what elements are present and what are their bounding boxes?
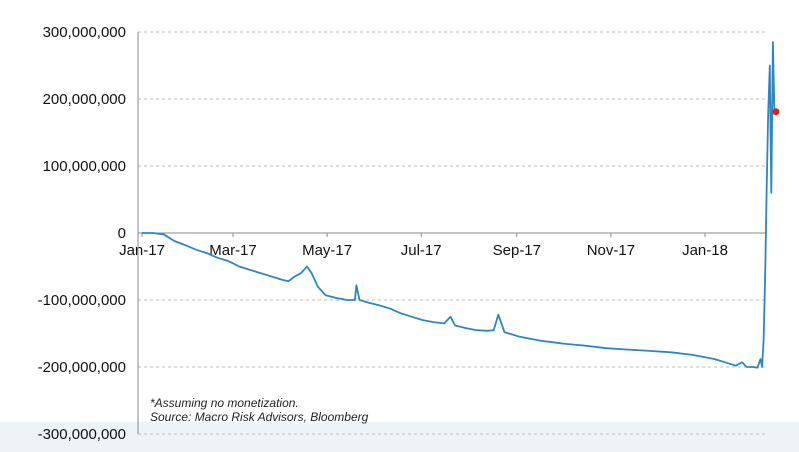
x-tick-label: Sep-17 — [493, 242, 541, 259]
x-tick-label: Nov-17 — [587, 242, 635, 259]
x-tick-label: Jan-18 — [682, 242, 728, 259]
series-line — [142, 41, 777, 369]
y-tick-label: 0 — [118, 225, 126, 242]
y-axis-tick-labels: 300,000,000 200,000,000 100,000,000 0 -100,0… — [38, 24, 126, 443]
y-tick-label: -200,000,000 — [38, 359, 126, 376]
gridlines — [138, 31, 767, 435]
y-tick-label: 200,000,000 — [43, 91, 126, 108]
y-tick-label: -300,000,000 — [38, 426, 126, 443]
note-assumption: *Assuming no monetization. — [150, 396, 299, 410]
x-tick-label: Mar-17 — [209, 242, 257, 259]
axes — [137, 32, 767, 434]
x-tick-label: Jul-17 — [401, 242, 442, 259]
x-axis-tick-labels: Jan-17 Mar-17 May-17 Jul-17 Sep-17 Nov-17 Jan-… — [119, 242, 728, 259]
x-tick-label: Jan-17 — [119, 242, 165, 259]
chart-notes: *Assuming no monetization. Source: Macro… — [150, 396, 369, 424]
y-tick-label: 100,000,000 — [43, 158, 126, 175]
bottom-band — [0, 422, 799, 452]
y-tick-label: 300,000,000 — [43, 24, 126, 41]
y-tick-label: -100,000,000 — [38, 292, 126, 309]
series-layer — [142, 41, 780, 369]
current-value-marker — [772, 108, 780, 116]
note-source: Source: Macro Risk Advisors, Bloomberg — [150, 410, 369, 424]
x-tick-label: May-17 — [302, 242, 352, 259]
